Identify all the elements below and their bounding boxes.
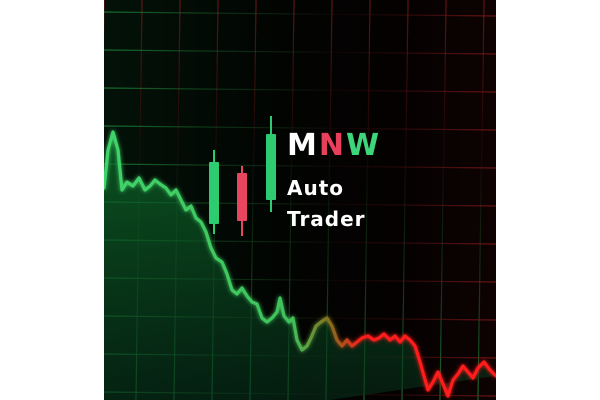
svg-text:MNW: MNW [287,128,379,163]
price-line [104,130,496,398]
candle-2 [237,166,247,236]
brand-letter-w: W [346,128,379,163]
brand-wordmark: MNW Auto Trader [287,128,379,231]
brand-letter-n: N [319,128,344,163]
candle-1 [209,150,219,234]
brand-line-trader: Trader [287,207,366,231]
candlestick-icon [209,116,276,236]
brand-line-auto: Auto [287,176,344,200]
brand-letter-m: M [287,128,317,163]
chart-grid [104,0,496,400]
candle-3 [266,116,276,212]
price-area-fill [104,132,496,400]
